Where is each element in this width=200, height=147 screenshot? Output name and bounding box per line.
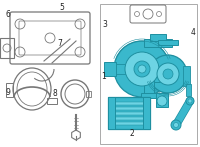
Text: 6: 6: [6, 10, 10, 19]
Bar: [144, 68, 154, 96]
Bar: [111, 102, 147, 105]
Circle shape: [171, 120, 181, 130]
Circle shape: [188, 99, 192, 103]
Bar: [100, 4, 197, 144]
Circle shape: [163, 69, 173, 79]
Circle shape: [149, 55, 187, 93]
Bar: [183, 66, 190, 86]
Bar: [47, 98, 57, 104]
Bar: [86, 91, 91, 97]
Text: 3: 3: [103, 20, 107, 29]
Circle shape: [157, 63, 179, 85]
Circle shape: [134, 61, 150, 77]
Text: 5: 5: [60, 2, 64, 11]
Circle shape: [138, 65, 146, 73]
Circle shape: [125, 52, 159, 86]
Text: 2: 2: [130, 128, 134, 137]
Bar: [141, 93, 157, 98]
Circle shape: [114, 41, 170, 97]
Bar: [186, 84, 191, 96]
Circle shape: [186, 97, 194, 105]
Bar: [104, 62, 116, 76]
Bar: [108, 97, 150, 129]
Bar: [143, 97, 150, 129]
Text: 7: 7: [58, 39, 62, 47]
Bar: [158, 40, 178, 45]
Bar: [111, 117, 147, 120]
Circle shape: [174, 122, 179, 127]
Circle shape: [157, 96, 167, 106]
Text: 8: 8: [53, 88, 57, 97]
Bar: [6, 83, 13, 97]
Text: 1: 1: [102, 71, 106, 81]
Bar: [0, 38, 14, 58]
Bar: [108, 97, 115, 129]
Bar: [150, 34, 166, 41]
Bar: [144, 39, 172, 47]
Bar: [116, 64, 130, 74]
Bar: [111, 112, 147, 115]
Bar: [146, 68, 163, 82]
Text: 4: 4: [191, 27, 195, 36]
Text: 9: 9: [6, 87, 10, 96]
Bar: [156, 93, 168, 107]
Bar: [111, 122, 147, 125]
Bar: [111, 107, 147, 110]
